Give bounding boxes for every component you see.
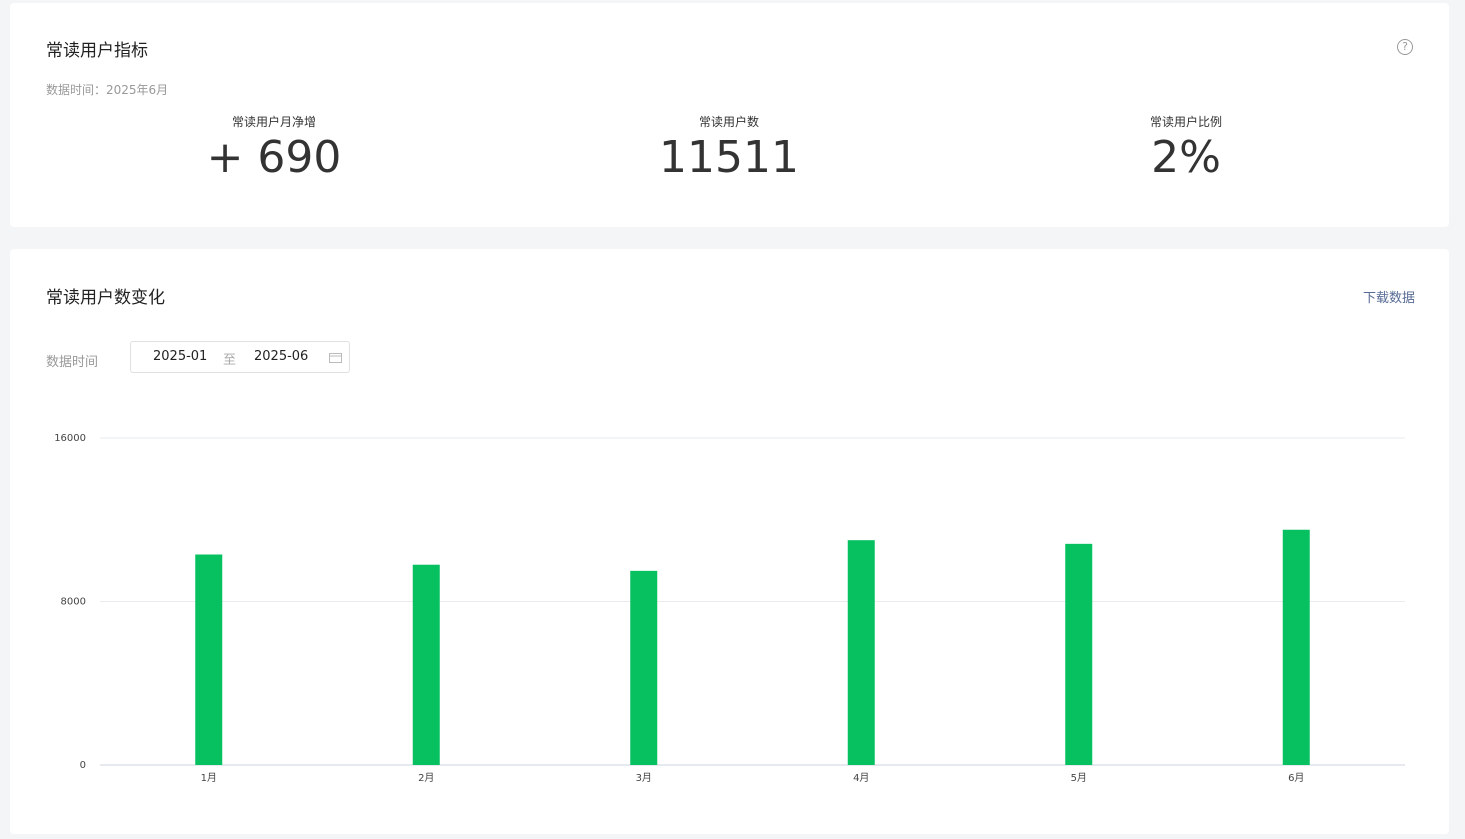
- bar: [195, 554, 223, 765]
- bar: [847, 540, 875, 765]
- x-tick-label: 2月: [418, 772, 434, 784]
- date-separator: 至: [223, 353, 237, 368]
- metric: 常读用户比例 2%: [986, 113, 1386, 183]
- metric-label: 常读用户月净增: [231, 115, 316, 129]
- trend-card: 常读用户数变化 下载数据 数据时间 2025-01 至 2025-06 0 800…: [10, 249, 1449, 834]
- x-tick-label: 4月: [853, 772, 869, 784]
- x-tick-label: 1月: [201, 772, 217, 784]
- date-end: 2025-06: [254, 349, 309, 364]
- metric-label: 常读用户比例: [1149, 115, 1222, 129]
- metrics-card: 常读用户指标 ? 数据时间：2025年6月 常读用户月净增 + 690 常读用户数…: [10, 3, 1449, 227]
- bar: [1282, 529, 1310, 765]
- data-time: 数据时间：2025年6月: [46, 83, 169, 97]
- bar: [412, 564, 440, 765]
- x-tick-label: 5月: [1071, 772, 1087, 784]
- date-start: 2025-01: [153, 349, 208, 364]
- filter-label: 数据时间: [46, 355, 99, 370]
- calendar-icon: [329, 353, 342, 363]
- bar: [1065, 543, 1093, 765]
- metric-value: 2%: [1151, 132, 1221, 183]
- card-title: 常读用户指标: [46, 41, 148, 61]
- x-tick-label: 3月: [636, 772, 652, 784]
- metric-label: 常读用户数: [698, 115, 759, 129]
- x-tick-label: 6月: [1288, 772, 1304, 784]
- card-title: 常读用户数变化: [46, 288, 165, 308]
- y-tick-label: 8000: [61, 597, 86, 608]
- y-tick-label: 16000: [54, 433, 86, 444]
- metric-value: 11511: [659, 132, 799, 183]
- y-tick-label: 0: [80, 760, 86, 771]
- chart: 0 8000 16000 1月 2月 3月 4月 5月 6月: [54, 433, 1405, 784]
- help-icon[interactable]: ?: [1397, 39, 1413, 55]
- bar: [630, 570, 658, 765]
- date-picker[interactable]: 2025-01 至 2025-06: [130, 341, 350, 373]
- metric: 常读用户数 11511: [529, 113, 929, 183]
- metric-value: + 690: [206, 132, 342, 183]
- metric: 常读用户月净增 + 690: [74, 113, 474, 183]
- download-link[interactable]: 下载数据: [1363, 291, 1416, 306]
